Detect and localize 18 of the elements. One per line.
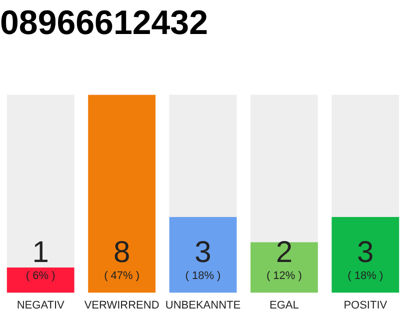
- bar: [6, 268, 74, 293]
- chart-title: 08966612432: [0, 4, 208, 42]
- data-label: ( 18% ): [185, 270, 221, 282]
- annotation: 3: [357, 236, 374, 269]
- data-label: ( 47% ): [104, 270, 140, 282]
- x-tick-label: NEGATIV: [16, 299, 65, 312]
- annotation: 2: [276, 236, 293, 269]
- annotation: 8: [113, 236, 130, 269]
- data-label: ( 12% ): [266, 270, 302, 282]
- x-tick-label: VERWIRREND: [84, 299, 160, 312]
- annotation: 3: [194, 236, 212, 269]
- annotation: 1: [32, 236, 49, 269]
- x-tick-label: EGAL: [270, 299, 299, 312]
- x-tick-label: UNBEKANNTE: [165, 299, 241, 312]
- data-label: ( 6% ): [26, 270, 56, 282]
- data-label: ( 18% ): [348, 270, 384, 282]
- bar: [250, 242, 318, 293]
- x-tick-label: POSITIV: [344, 299, 388, 312]
